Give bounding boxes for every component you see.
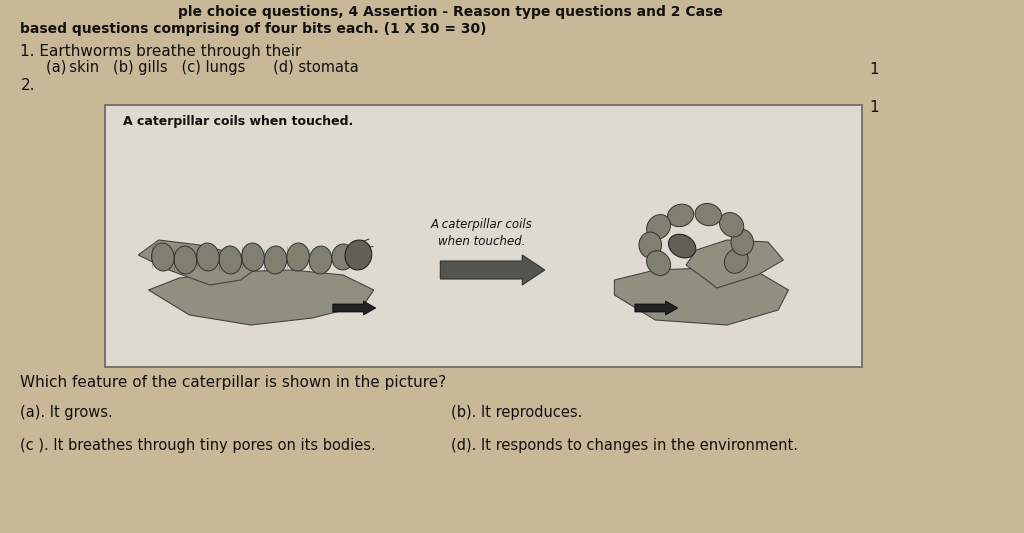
Text: (a) skin   (b) gills   (c) lungs      (d) stomata: (a) skin (b) gills (c) lungs (d) stomata — [46, 60, 358, 75]
Ellipse shape — [332, 244, 354, 270]
Ellipse shape — [639, 232, 662, 258]
Text: A caterpillar coils when touched.: A caterpillar coils when touched. — [123, 115, 353, 128]
Ellipse shape — [646, 251, 671, 276]
Text: Which feature of the caterpillar is shown in the picture?: Which feature of the caterpillar is show… — [20, 375, 446, 390]
Text: 2.: 2. — [20, 78, 35, 93]
Polygon shape — [614, 268, 788, 325]
Ellipse shape — [287, 243, 309, 271]
FancyArrow shape — [635, 301, 678, 315]
Text: based questions comprising of four bits each. (1 X 30 = 30): based questions comprising of four bits … — [20, 22, 487, 36]
Ellipse shape — [345, 240, 372, 270]
Ellipse shape — [669, 234, 695, 258]
Ellipse shape — [731, 229, 754, 255]
Ellipse shape — [264, 246, 287, 274]
Polygon shape — [686, 240, 783, 288]
Ellipse shape — [197, 243, 219, 271]
Text: ple choice questions, 4 Assertion - Reason type questions and 2 Case: ple choice questions, 4 Assertion - Reas… — [178, 5, 723, 19]
Ellipse shape — [309, 246, 332, 274]
FancyArrow shape — [440, 255, 545, 285]
Ellipse shape — [724, 248, 749, 273]
Ellipse shape — [174, 246, 197, 274]
Ellipse shape — [242, 243, 264, 271]
Text: (d). It responds to changes in the environment.: (d). It responds to changes in the envir… — [451, 438, 798, 453]
Polygon shape — [148, 270, 374, 325]
FancyBboxPatch shape — [105, 105, 862, 367]
Ellipse shape — [219, 246, 242, 274]
Text: (b). It reproduces.: (b). It reproduces. — [451, 405, 582, 420]
Text: A caterpillar coils
when touched.: A caterpillar coils when touched. — [430, 218, 532, 248]
Text: 1: 1 — [869, 100, 879, 115]
Ellipse shape — [695, 204, 722, 225]
Ellipse shape — [646, 215, 671, 239]
Text: (c ). It breathes through tiny pores on its bodies.: (c ). It breathes through tiny pores on … — [20, 438, 376, 453]
Polygon shape — [138, 240, 261, 285]
Ellipse shape — [720, 213, 743, 237]
Text: 1. Earthworms breathe through their: 1. Earthworms breathe through their — [20, 44, 302, 59]
Text: 1: 1 — [869, 62, 879, 77]
Ellipse shape — [668, 204, 693, 227]
Text: (a). It grows.: (a). It grows. — [20, 405, 114, 420]
Ellipse shape — [152, 243, 174, 271]
FancyArrow shape — [333, 301, 376, 315]
